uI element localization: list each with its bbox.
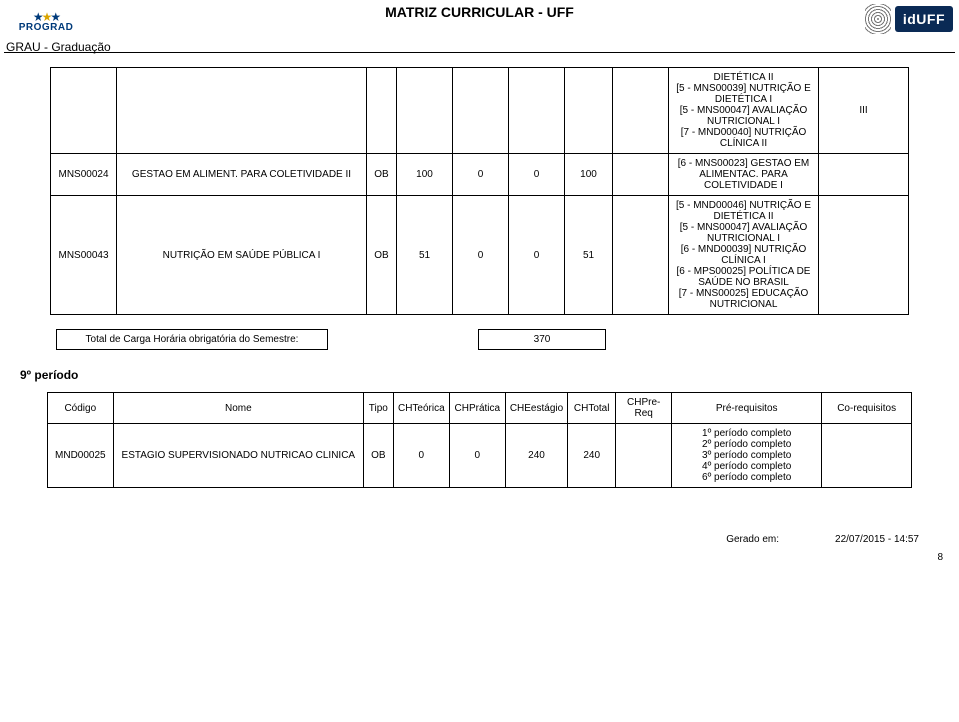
cell-req: [6 - MNS00023] GESTAO EM ALIMENTAC. PARA… (669, 154, 819, 196)
table-header-row: Código Nome Tipo CHTeórica CHPrática CHE… (47, 393, 911, 424)
cell-n4: 100 (565, 154, 613, 196)
cell-n4: 240 (568, 424, 616, 488)
total-value: 370 (479, 330, 606, 350)
footer-gerado-label: Gerado em: (726, 534, 779, 545)
cell-n3: 240 (505, 424, 567, 488)
curricular-table-1: DIETÉTICA II [5 - MNS00039] NUTRIÇÃO E D… (50, 67, 909, 315)
cell-co: III (819, 68, 909, 154)
th-pre: CHPre-Req (616, 393, 672, 424)
th-n1: CHTeórica (393, 393, 449, 424)
cell-n1 (397, 68, 453, 154)
total-label: Total de Carga Horária obrigatória do Se… (57, 330, 328, 350)
footer-page-number: 8 (937, 552, 943, 563)
th-n2: CHPrática (449, 393, 505, 424)
cell-tipo: OB (367, 154, 397, 196)
cell-code (51, 68, 117, 154)
total-gap (328, 330, 479, 350)
th-name: Nome (113, 393, 363, 424)
footer-gerado-date: 22/07/2015 - 14:57 (835, 534, 919, 545)
cell-tipo: OB (363, 424, 393, 488)
cell-req: 1º período completo 2º período completo … (672, 424, 822, 488)
cell-code: MNS00043 (51, 196, 117, 315)
cell-pre (613, 196, 669, 315)
cell-n4: 51 (565, 196, 613, 315)
cell-n2: 0 (453, 154, 509, 196)
grau-label: GRAU - Graduação (6, 40, 111, 54)
cell-co (819, 196, 909, 315)
cell-n1: 0 (393, 424, 449, 488)
cell-n3 (509, 68, 565, 154)
table-row: MNS00024 GESTAO EM ALIMENT. PARA COLETIV… (51, 154, 909, 196)
cell-name: NUTRIÇÃO EM SAÚDE PÚBLICA I (117, 196, 367, 315)
cell-req: DIETÉTICA II [5 - MNS00039] NUTRIÇÃO E D… (669, 68, 819, 154)
cell-n1: 100 (397, 154, 453, 196)
period-label: 9º período (20, 368, 959, 382)
th-n4: CHTotal (568, 393, 616, 424)
cell-req: [5 - MND00046] NUTRIÇÃO E DIETÉTICA II [… (669, 196, 819, 315)
iduff-logo: idUFF (865, 4, 953, 34)
header-divider (4, 52, 955, 53)
iduff-badge: idUFF (895, 6, 953, 32)
total-carga-table: Total de Carga Horária obrigatória do Se… (56, 329, 606, 350)
cell-n3: 0 (509, 154, 565, 196)
cell-tipo: OB (367, 196, 397, 315)
cell-name: GESTAO EM ALIMENT. PARA COLETIVIDADE II (117, 154, 367, 196)
cell-code: MND00025 (47, 424, 113, 488)
table-row: MND00025 ESTAGIO SUPERVISIONADO NUTRICAO… (47, 424, 911, 488)
cell-pre (613, 154, 669, 196)
cell-code: MNS00024 (51, 154, 117, 196)
curricular-table-2: Código Nome Tipo CHTeórica CHPrática CHE… (47, 392, 912, 488)
th-code: Código (47, 393, 113, 424)
table-row: MNS00043 NUTRIÇÃO EM SAÚDE PÚBLICA I OB … (51, 196, 909, 315)
cell-n2 (453, 68, 509, 154)
cell-n3: 0 (509, 196, 565, 315)
cell-tipo (367, 68, 397, 154)
cell-pre (613, 68, 669, 154)
page-title: MATRIZ CURRICULAR - UFF (0, 4, 959, 20)
th-co: Co-requisitos (822, 393, 912, 424)
fingerprint-icon (865, 4, 891, 34)
cell-co (819, 154, 909, 196)
cell-co (822, 424, 912, 488)
cell-n2: 0 (449, 424, 505, 488)
logo-text: PROGRAD (19, 22, 74, 33)
th-req: Pré-requisitos (672, 393, 822, 424)
cell-n4 (565, 68, 613, 154)
th-tipo: Tipo (363, 393, 393, 424)
th-n3: CHEestágio (505, 393, 567, 424)
cell-n1: 51 (397, 196, 453, 315)
cell-n2: 0 (453, 196, 509, 315)
table-row: DIETÉTICA II [5 - MNS00039] NUTRIÇÃO E D… (51, 68, 909, 154)
cell-pre (616, 424, 672, 488)
cell-name: ESTAGIO SUPERVISIONADO NUTRICAO CLINICA (113, 424, 363, 488)
cell-name (117, 68, 367, 154)
